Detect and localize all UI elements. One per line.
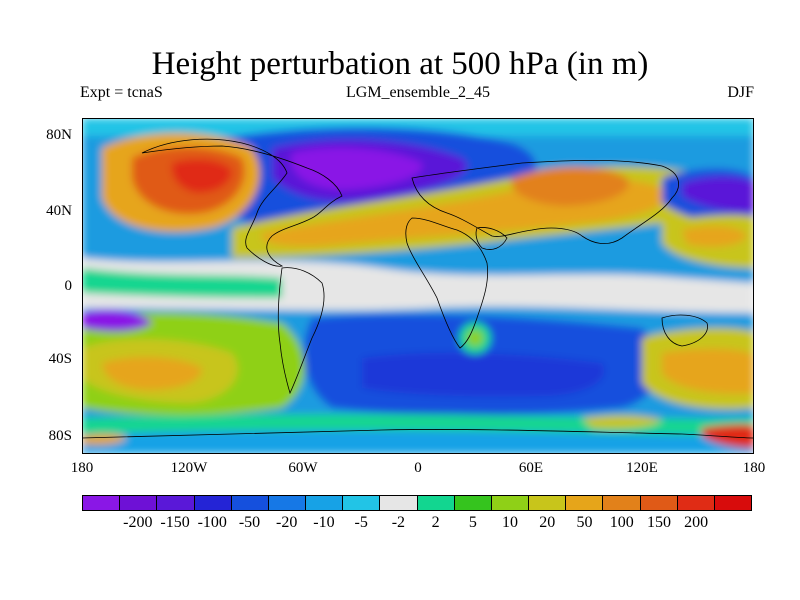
- colorbar-cell: [268, 496, 307, 510]
- lon-label-60w: 60W: [288, 460, 318, 476]
- colorbar-cell: [343, 496, 381, 510]
- colorbar-label: -50: [238, 514, 261, 531]
- experiment-label: Expt = tcnaS: [80, 84, 163, 101]
- height-perturbation-map: [82, 118, 754, 454]
- lon-label-0: 0: [414, 460, 422, 476]
- colorbar-cell: [529, 496, 567, 510]
- lat-label-40s: 40S: [48, 351, 72, 367]
- colorbar-cell: [566, 496, 604, 510]
- colorbar-label: 10: [502, 514, 519, 531]
- colorbar-cell: [640, 496, 678, 510]
- colorbar-cell: [194, 496, 232, 510]
- colorbar-label: 200: [684, 514, 709, 531]
- lon-label-120e: 120E: [626, 460, 658, 476]
- colorbar-label: 50: [576, 514, 593, 531]
- colorbar-cell: [454, 496, 492, 510]
- colorbar-cell: [157, 496, 195, 510]
- colorbar-cell: [714, 496, 752, 510]
- colorbar-label: 5: [468, 514, 477, 531]
- colorbar-cell: [491, 496, 530, 510]
- colorbar: [82, 495, 752, 511]
- colorbar-label: -100: [197, 514, 227, 531]
- lon-label-120w: 120W: [170, 460, 208, 476]
- lat-label-80n: 80N: [46, 127, 72, 143]
- colorbar-label: -2: [391, 514, 406, 531]
- colorbar-label: -5: [354, 514, 368, 531]
- colorbar-label: 100: [609, 514, 634, 531]
- colorbar-cell: [306, 496, 344, 510]
- colorbar-cell: [83, 496, 121, 510]
- season-label: DJF: [727, 84, 754, 101]
- colorbar-label: -200: [123, 514, 153, 531]
- lon-label-60e: 60E: [518, 460, 544, 476]
- colorbar-cell: [603, 496, 641, 510]
- lon-label-180w: 180: [70, 460, 94, 476]
- colorbar-label: -150: [160, 514, 190, 531]
- colorbar-cell: [380, 496, 418, 510]
- colorbar-cell: [417, 496, 455, 510]
- lat-label-40n: 40N: [46, 203, 72, 219]
- lat-label-80s: 80S: [48, 428, 72, 444]
- colorbar-label: -10: [313, 514, 335, 531]
- colorbar-label: -20: [276, 514, 298, 531]
- colorbar-label: 20: [539, 514, 556, 531]
- colorbar-cell: [677, 496, 715, 510]
- colorbar-cell: [231, 496, 269, 510]
- map-title: Height perturbation at 500 hPa (in m): [151, 46, 649, 82]
- lat-label-0: 0: [64, 278, 73, 294]
- colorbar-label: 2: [431, 514, 440, 531]
- colorbar-label: 150: [646, 514, 671, 531]
- colorbar-cell: [120, 496, 158, 510]
- lon-label-180e: 180: [742, 460, 766, 476]
- ensemble-label: LGM_ensemble_2_45: [346, 84, 490, 101]
